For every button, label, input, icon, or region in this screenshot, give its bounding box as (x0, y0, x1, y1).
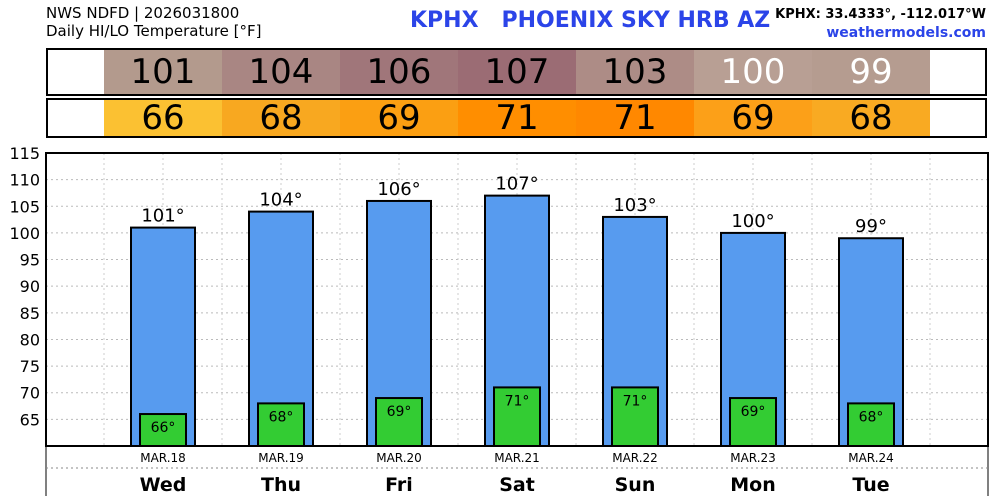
high-temp-label: 107° (495, 174, 538, 195)
day-label: Wed (140, 474, 187, 496)
y-tick-label: 75 (20, 357, 40, 376)
date-label: MAR.24 (848, 451, 894, 465)
y-tick-label: 105 (9, 197, 40, 216)
y-tick-label: 65 (20, 410, 40, 429)
low-temp-label: 68° (269, 409, 294, 425)
low-temp-bar (375, 397, 423, 447)
y-tick-label: 100 (9, 224, 40, 243)
high-temp-label: 101° (141, 206, 184, 227)
low-temp-bar (493, 386, 541, 447)
low-temp-label: 69° (387, 404, 412, 420)
high-temp-cell: 100 (694, 50, 812, 94)
date-label: MAR.22 (612, 451, 658, 465)
high-temp-label: 104° (259, 190, 302, 211)
high-temp-cell: 107 (458, 50, 576, 94)
high-temp-cell: 104 (222, 50, 340, 94)
high-temp-label: 106° (377, 179, 420, 200)
low-temp-bar (729, 397, 777, 447)
low-temp-cell: 69 (340, 98, 458, 138)
date-label: MAR.19 (258, 451, 304, 465)
y-tick-label: 115 (9, 144, 40, 163)
header-info: NWS NDFD | 2026031800 Daily HI/LO Temper… (46, 4, 262, 40)
low-temp-cell: 68 (222, 98, 340, 138)
low-temp-bar (139, 413, 187, 448)
low-temp-label: 71° (623, 393, 648, 409)
y-tick-label: 95 (20, 251, 40, 270)
low-temp-cell: 68 (812, 98, 930, 138)
high-temp-strip: 101 104 106 107 103 100 99 (46, 48, 987, 96)
low-temp-bar (847, 402, 895, 447)
low-temp-strip: 66 68 69 71 71 69 68 (46, 98, 987, 138)
station-coordinates: KPHX: 33.4333°, -112.017°W (775, 7, 986, 22)
day-label: Fri (385, 474, 413, 496)
day-label: Mon (730, 474, 776, 496)
date-label: MAR.23 (730, 451, 776, 465)
low-temp-label: 69° (741, 404, 766, 420)
high-temp-cell: 99 (812, 50, 930, 94)
low-temp-cell: 66 (104, 98, 222, 138)
low-temp-bar (257, 402, 305, 447)
high-temp-cell: 103 (576, 50, 694, 94)
low-temp-label: 71° (505, 393, 530, 409)
date-label: MAR.18 (140, 451, 186, 465)
high-temp-label: 100° (731, 211, 774, 232)
low-temp-cell: 71 (576, 98, 694, 138)
y-tick-label: 70 (20, 384, 40, 403)
product-label: Daily HI/LO Temperature [°F] (46, 22, 262, 40)
y-tick-label: 90 (20, 277, 40, 296)
high-temp-cell: 106 (340, 50, 458, 94)
day-label: Tue (852, 474, 889, 496)
high-temp-label: 103° (613, 195, 656, 216)
station-title: KPHX PHOENIX SKY HRB AZ (410, 8, 771, 33)
low-temp-label: 66° (151, 420, 176, 436)
model-run-label: NWS NDFD | 2026031800 (46, 4, 240, 22)
site-link[interactable]: weathermodels.com (826, 25, 986, 41)
date-label: MAR.21 (494, 451, 540, 465)
high-temp-label: 99° (855, 216, 887, 237)
day-label: Sat (499, 474, 535, 496)
low-temp-label: 68° (859, 409, 884, 425)
date-label: MAR.20 (376, 451, 422, 465)
day-label: Thu (261, 474, 301, 496)
header-right: KPHX: 33.4333°, -112.017°W weathermodels… (775, 5, 986, 43)
day-label: Sun (615, 474, 656, 496)
y-tick-label: 110 (9, 171, 40, 190)
high-temp-cell: 101 (104, 50, 222, 94)
low-temp-cell: 69 (694, 98, 812, 138)
y-tick-label: 80 (20, 330, 40, 349)
low-temp-cell: 71 (458, 98, 576, 138)
low-temp-bar (611, 386, 659, 447)
y-tick-label: 85 (20, 304, 40, 323)
